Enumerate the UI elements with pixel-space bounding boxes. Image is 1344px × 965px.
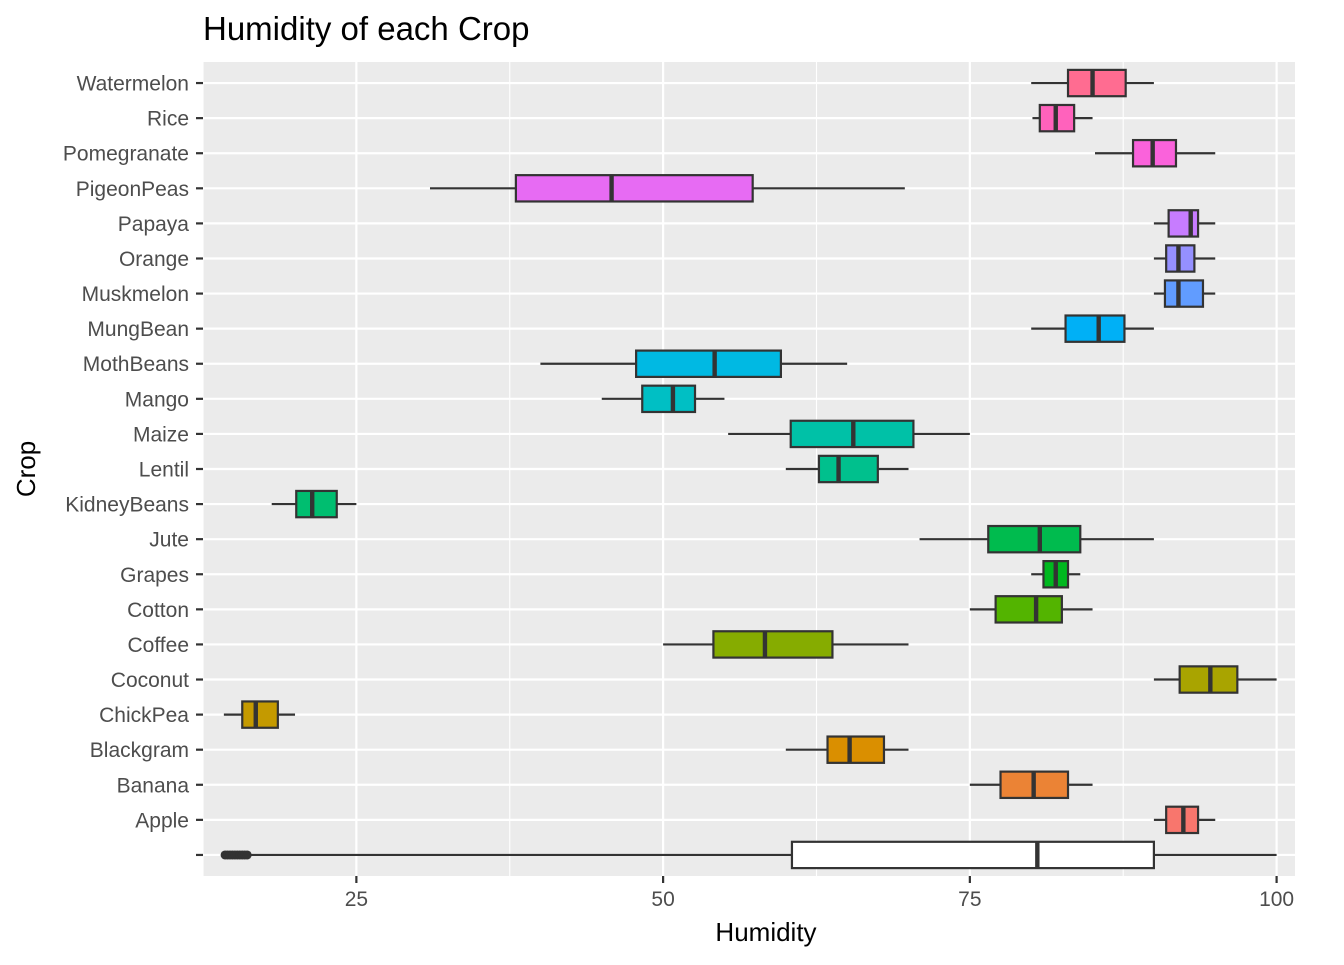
box-mothbeans [540,349,848,378]
y-tick-label-mango: Mango [125,388,189,411]
box-apple [1153,805,1216,835]
box-iqr [241,700,279,729]
box-rice [1032,103,1093,133]
box-layer [220,68,1277,870]
box-iqr [514,174,754,203]
chart-title: Humidity of each Crop [203,10,529,47]
y-tick-label-banana: Banana [117,774,190,797]
y-tick-label-coffee: Coffee [128,634,190,657]
y-tick-label-pomegranate: Pomegranate [63,143,189,166]
y-tick-label-cotton: Cotton [127,599,189,622]
box-iqr [295,489,338,519]
box-iqr [635,349,783,378]
box-cotton [969,595,1093,624]
box-papaya [1153,209,1216,238]
y-tick-label-rice: Rice [147,108,189,131]
box-orange [1153,244,1216,273]
box-watermelon [1031,68,1154,98]
y-tick-label-kidneybeans: KidneyBeans [65,494,189,517]
box-jute [919,524,1154,554]
y-tick-label-maize: Maize [133,423,189,446]
y-tick-label-chickpea: ChickPea [99,704,189,727]
box-grapes [1031,560,1081,589]
y-tick-label-blackgram: Blackgram [90,739,189,762]
box-mango [601,384,725,414]
y-tick-label-coconut: Coconut [111,669,189,692]
box-iqr [826,735,886,764]
y-tick-label-lentil: Lentil [139,459,189,482]
y-tick-label-pigeonpeas: PigeonPeas [76,178,189,201]
y-tick-label-jute: Jute [149,529,189,552]
box-mungbean [1031,314,1154,343]
box-unlabeled [220,840,1277,870]
x-axis-title: Humidity [715,917,816,947]
box-iqr [1167,209,1200,238]
box-blackgram [785,735,909,764]
y-tick-layer: Apple Banana Blackgram ChickPea Coconut Coffe… [63,73,203,857]
outlier-point-9 [242,850,252,860]
box-iqr [1064,314,1126,343]
box-iqr [994,595,1063,624]
box-iqr [987,524,1082,554]
box-coconut [1153,665,1277,694]
y-tick-label-muskmelon: Muskmelon [82,283,189,306]
y-tick-label-mungbean: MungBean [87,318,189,341]
x-tick-label-75: 75 [958,888,981,911]
x-tick-label-100: 100 [1259,888,1294,911]
y-axis-title: Crop [11,441,41,497]
y-tick-label-mothbeans: MothBeans [83,353,189,376]
box-iqr [1066,68,1127,98]
y-tick-label-watermelon: Watermelon [77,73,189,96]
y-tick-label-apple: Apple [135,809,189,832]
x-tick-layer: 25 50 75 100 [345,876,1294,911]
box-pigeonpeas [429,174,905,203]
box-muskmelon [1153,279,1216,308]
box-banana [969,770,1093,800]
box-pomegranate [1095,138,1216,168]
box-kidneybeans [271,489,357,519]
box-lentil [785,454,909,484]
y-tick-label-papaya: Papaya [118,213,190,236]
box-iqr [1163,279,1205,308]
y-tick-label-grapes: Grapes [120,564,189,587]
box-chickpea [223,700,296,729]
box-iqr [641,384,697,414]
box-coffee [663,630,909,659]
box-iqr [790,840,1155,870]
x-tick-label-50: 50 [651,888,674,911]
x-tick-label-25: 25 [345,888,368,911]
box-iqr [712,630,834,659]
box-maize [728,419,970,449]
box-iqr [817,454,879,484]
y-tick-label-orange: Orange [119,248,189,271]
